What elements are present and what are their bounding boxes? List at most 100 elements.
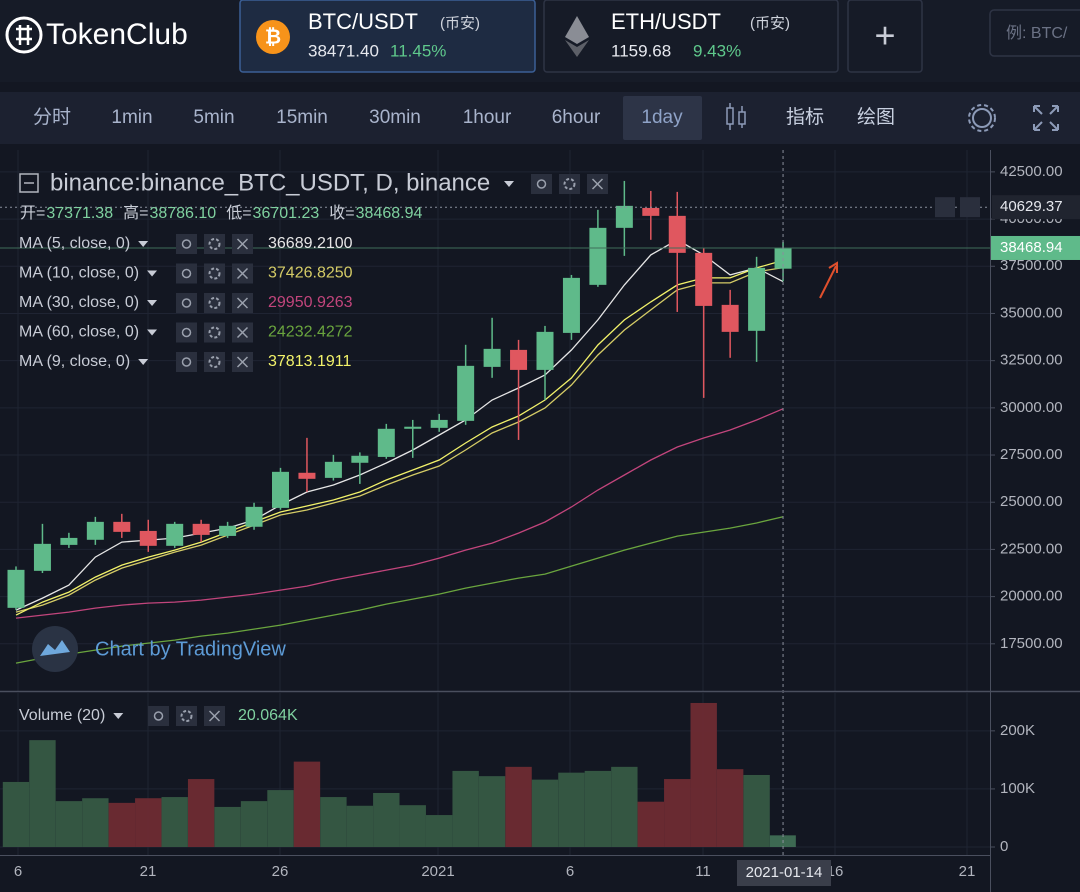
tab-exchange: (币安): [440, 15, 480, 32]
tab-btc[interactable]: [239, 0, 536, 73]
price-marker-button[interactable]: [960, 197, 980, 218]
interval-button[interactable]: 1min: [111, 107, 152, 128]
volume-bar: [584, 770, 612, 847]
volume-bar: [240, 801, 268, 847]
candle-body: [219, 525, 237, 536]
collapse-icon[interactable]: [19, 173, 39, 193]
candle-body: [668, 215, 686, 253]
visibility-icon[interactable]: [176, 322, 197, 343]
last-price-box: [991, 235, 1080, 260]
eth-icon-top: [565, 16, 589, 44]
candle-body: [351, 455, 369, 463]
settings-icon[interactable]: [204, 352, 225, 372]
candle-body: [86, 521, 104, 540]
volume-value: 20.064K: [238, 707, 298, 724]
tab-eth[interactable]: [543, 0, 839, 73]
chart-title: binance:binance_BTC_USDT, D, binance: [50, 169, 490, 196]
settings-icon[interactable]: [204, 234, 225, 254]
volume-bar: [161, 797, 188, 847]
visibility-icon[interactable]: [531, 174, 552, 194]
settings-icon[interactable]: [204, 263, 225, 284]
interval-button[interactable]: 分时: [33, 106, 71, 128]
x-tick-label: 21: [140, 863, 157, 880]
interval-button[interactable]: 1day: [641, 107, 683, 128]
legend-name: MA (60, close, 0): [19, 324, 139, 341]
annotation-arrow: [819, 261, 838, 299]
candle-body: [615, 205, 633, 228]
settings-icon[interactable]: [559, 174, 580, 194]
visibility-icon[interactable]: [176, 263, 197, 284]
candle-body: [642, 207, 660, 216]
legend-value: 29950.9263: [268, 294, 353, 311]
legend-name: MA (9, close, 0): [19, 353, 130, 370]
legend-caret[interactable]: [113, 713, 124, 719]
candle-body: [272, 471, 289, 508]
price-marker-button[interactable]: [935, 197, 955, 218]
icon-glyph: [181, 268, 192, 279]
plot: [0, 150, 990, 855]
legend-value: 37813.1911: [268, 353, 351, 370]
indicators-button[interactable]: 指标: [786, 106, 824, 128]
interval-button[interactable]: 30min: [369, 107, 421, 128]
interval-button[interactable]: 1hour: [463, 107, 512, 128]
interval-button[interactable]: 6hour: [552, 107, 601, 128]
legend-value: 24232.4272: [268, 324, 353, 341]
legend-caret[interactable]: [147, 270, 158, 277]
icon-glyph: [236, 297, 249, 309]
fullscreen-icon[interactable]: [1033, 105, 1059, 131]
search-placeholder: 例: BTC/: [1006, 24, 1068, 42]
candle-body: [510, 349, 528, 370]
x-tick-label: 2021: [421, 863, 454, 880]
crosshair-date-box: [737, 860, 831, 886]
settings-icon[interactable]: [204, 293, 225, 313]
candle-body: [589, 227, 607, 285]
y-tick-label: 32500.00: [1000, 352, 1063, 369]
ma-line: [15, 408, 784, 619]
candle-body: [33, 543, 51, 571]
settings-icon[interactable]: [176, 706, 197, 726]
high-marker-label: 40629.37: [1000, 198, 1063, 215]
icon-glyph: [208, 297, 221, 309]
legend-caret[interactable]: [138, 241, 149, 247]
tv-logo-mark: [40, 640, 70, 656]
volume-bar: [664, 779, 691, 847]
settings-icon[interactable]: [972, 108, 992, 128]
candle-body: [166, 523, 184, 546]
y-tick-label: 30000.00: [1000, 399, 1063, 416]
candle-body: [457, 365, 475, 421]
candle-body: [536, 331, 554, 370]
drawing-button[interactable]: 绘图: [857, 106, 895, 128]
y-tick-label: 25000.00: [1000, 493, 1063, 510]
y-tick-label: 200K: [1000, 722, 1035, 739]
tab-change: 9.43%: [693, 41, 741, 60]
legend-caret[interactable]: [138, 359, 149, 365]
interval-button[interactable]: 15min: [276, 107, 328, 128]
legend-name: MA (30, close, 0): [19, 294, 139, 311]
y-tick-label: 42500.00: [1000, 163, 1063, 180]
tab-price: 1159.68: [611, 41, 671, 60]
add-tab[interactable]: [847, 0, 923, 73]
interval-button[interactable]: 5min: [193, 107, 234, 128]
tab-exchange: (币安): [750, 15, 790, 32]
volume-bar: [29, 740, 56, 847]
visibility-icon[interactable]: [148, 706, 169, 726]
legend-caret[interactable]: [147, 300, 158, 306]
title-caret[interactable]: [504, 181, 514, 187]
icon-glyph: [181, 239, 192, 249]
visibility-icon[interactable]: [176, 352, 197, 372]
settings-icon-teeth: [968, 104, 996, 132]
ohlc-value: 38786.10: [149, 205, 216, 222]
icon-glyph: [180, 710, 193, 722]
candle-body: [192, 523, 210, 535]
visibility-icon[interactable]: [176, 234, 197, 254]
search-box[interactable]: [989, 9, 1080, 57]
icon-glyph: [236, 267, 249, 280]
icon-glyph: [536, 179, 547, 189]
visibility-icon[interactable]: [176, 293, 197, 313]
candle-body: [60, 537, 78, 545]
legend-caret[interactable]: [147, 329, 158, 336]
candle-body: [721, 304, 739, 332]
settings-icon[interactable]: [204, 322, 225, 343]
candle-body: [695, 252, 713, 306]
